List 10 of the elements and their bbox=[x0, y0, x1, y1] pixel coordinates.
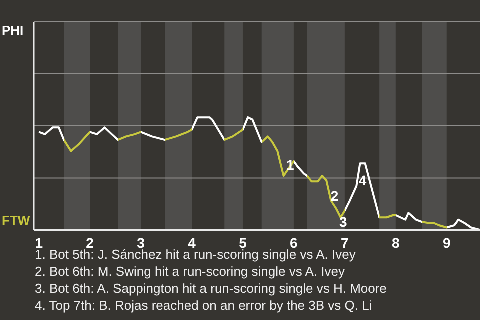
x-tick-label: 8 bbox=[392, 234, 400, 251]
text: FTW bbox=[2, 213, 30, 228]
x-tick-label: 9 bbox=[442, 234, 451, 251]
annotation: 2 bbox=[330, 188, 339, 204]
text: 2. Bot 6th: M. Swing hit a run-scoring single vs A. Ivey bbox=[35, 263, 346, 280]
text: PHI bbox=[2, 23, 24, 38]
text: 3. Bot 6th: A. Sappington hit a run-scoring single vs H. Moore bbox=[35, 280, 387, 297]
annotation: 4 bbox=[358, 172, 367, 188]
text: 4. Top 7th: B. Rojas reached on an error by the 3B vs Q. Li bbox=[35, 297, 374, 314]
annotation: 3 bbox=[340, 214, 348, 230]
